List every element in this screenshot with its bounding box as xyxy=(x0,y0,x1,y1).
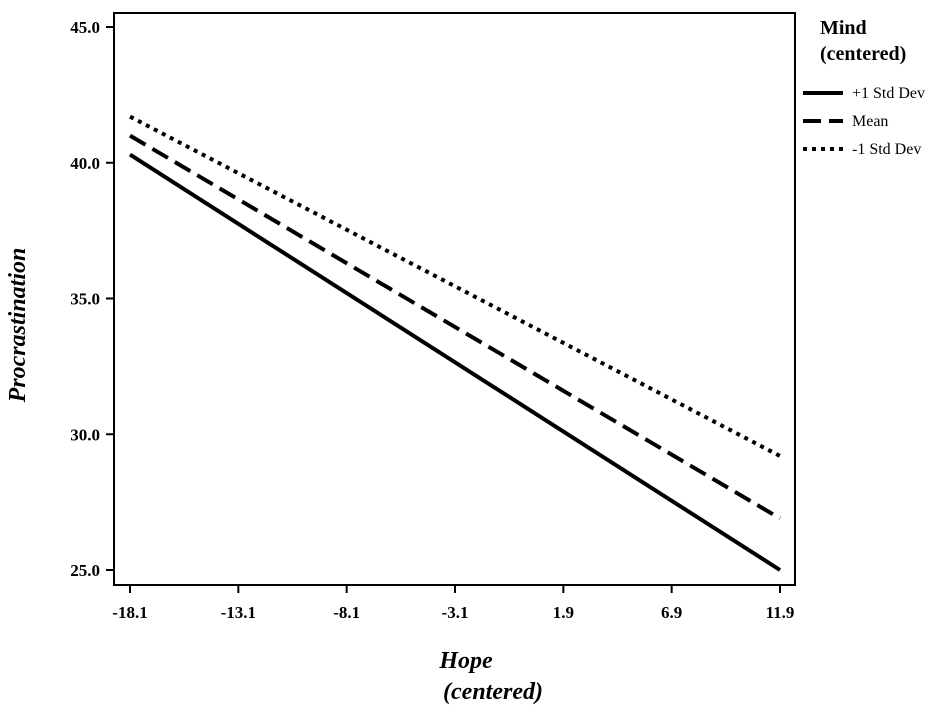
plot-frame xyxy=(113,12,796,586)
series-line-1-std-dev xyxy=(128,152,782,572)
x-tick-label: -8.1 xyxy=(333,603,360,622)
y-tick-label: 25.0 xyxy=(70,561,100,580)
legend-items: +1 Std Dev Mean -1 Std Dev xyxy=(803,85,925,158)
x-tick-label: 11.9 xyxy=(766,603,795,622)
x-axis: -18.1 -13.1 -8.1 -3.1 1.9 6.9 11.9 xyxy=(112,585,794,622)
y-tick-label: 35.0 xyxy=(70,290,100,309)
legend-label-1-std-dev: +1 Std Dev xyxy=(852,85,925,102)
y-axis: 25.0 30.0 35.0 40.0 45.0 xyxy=(70,18,114,580)
x-tick-label: -18.1 xyxy=(112,603,147,622)
x-axis-title-line2: (centered) xyxy=(443,679,543,705)
y-tick-label: 45.0 xyxy=(70,18,100,37)
x-tick-label: 1.9 xyxy=(553,603,574,622)
legend-title-line2: (centered) xyxy=(820,43,906,65)
x-tick-label: 6.9 xyxy=(661,603,682,622)
x-tick-label: -3.1 xyxy=(442,603,469,622)
legend-title-line1: Mind xyxy=(820,17,867,39)
legend-label-mean: Mean xyxy=(852,113,888,130)
y-tick-label: 40.0 xyxy=(70,154,100,173)
x-axis-title: Hope xyxy=(438,648,493,674)
legend: Mind (centered) +1 Std Dev Mean -1 Std Dev xyxy=(803,17,925,158)
y-tick-label: 30.0 xyxy=(70,425,100,444)
series-line-mean xyxy=(128,133,782,521)
series-group xyxy=(128,114,782,572)
series-line-1-std-dev xyxy=(129,114,781,458)
legend-label-1-std-dev: -1 Std Dev xyxy=(852,141,921,158)
x-tick-label: -13.1 xyxy=(221,603,256,622)
y-axis-title: Procrastination xyxy=(5,248,31,404)
